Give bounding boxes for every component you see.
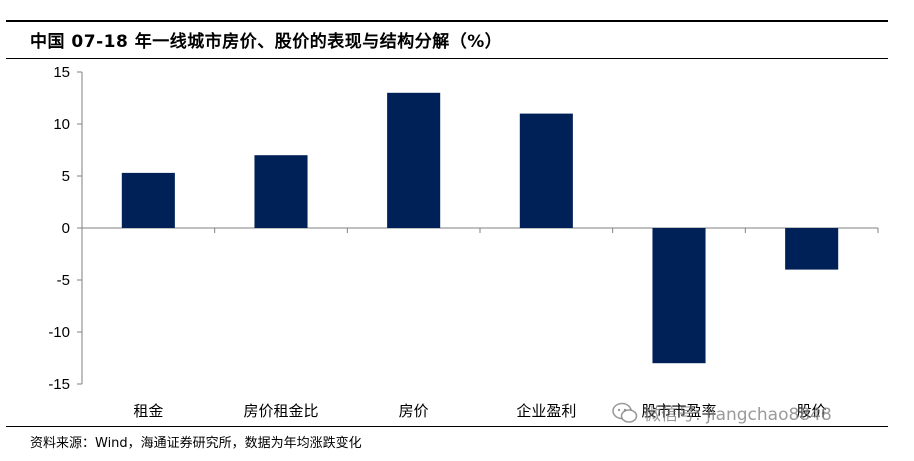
- bar: [121, 172, 175, 228]
- y-tick-label: -10: [48, 324, 70, 341]
- y-tick-label: 5: [62, 168, 70, 185]
- x-category-label: 租金: [133, 402, 163, 420]
- y-tick-label: -5: [57, 272, 70, 289]
- x-category-label: 房价租金比: [243, 402, 318, 420]
- chart-title: 中国 07-18 年一线城市房价、股价的表现与结构分解（%）: [30, 32, 503, 52]
- x-category-label: 企业盈利: [516, 402, 576, 420]
- bar: [652, 228, 706, 364]
- title-rule: [6, 58, 888, 59]
- bar: [785, 228, 839, 270]
- watermark: 微信号: jiangchao8848: [612, 400, 832, 425]
- y-tick-label: 0: [62, 220, 70, 237]
- y-tick-label: 10: [53, 116, 70, 133]
- x-category-label: 房价: [399, 402, 429, 420]
- bar: [254, 155, 308, 228]
- y-tick-label: -15: [48, 376, 70, 393]
- x-category-label: 股价: [797, 402, 827, 420]
- wechat-icon: [612, 402, 638, 423]
- y-tick-label: 15: [53, 64, 70, 81]
- x-category-label: 股市市盈率: [641, 402, 716, 420]
- bar: [387, 92, 441, 228]
- source-note: 资料来源：Wind，海通证券研究所，数据为年均涨跌变化: [30, 436, 362, 451]
- watermark-text: 微信号: jiangchao8848: [644, 405, 832, 425]
- top-rule: [6, 20, 888, 22]
- bar: [519, 113, 573, 228]
- bottom-rule: [6, 426, 888, 427]
